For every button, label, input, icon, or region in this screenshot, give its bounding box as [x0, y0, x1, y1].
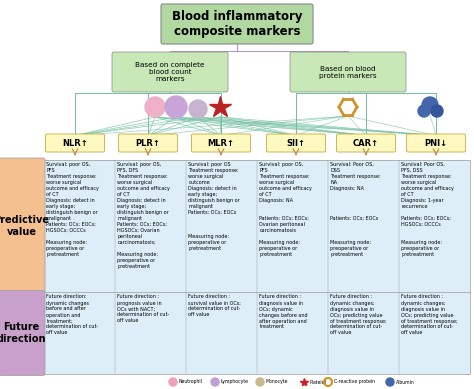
Text: Future direction:
dynamic changes
before and after
operation and
treatment;
dete: Future direction: dynamic changes before…	[46, 294, 99, 335]
Text: PNI↓: PNI↓	[424, 138, 447, 147]
Circle shape	[169, 378, 177, 386]
Text: C-reactive protein: C-reactive protein	[334, 380, 375, 384]
Text: Predictive
value: Predictive value	[0, 215, 49, 237]
Text: Neutrophil: Neutrophil	[179, 380, 203, 384]
Text: Future direction :
prognosis value in
OCs with NACT;
determination of cut-
off v: Future direction : prognosis value in OC…	[118, 294, 170, 324]
Text: Future direction :
dynamic changes;
diagnosis value in
OCs; predicting value
of : Future direction : dynamic changes; diag…	[330, 294, 387, 335]
Text: Survival: poor OS,
PFS
Treatment response:
worse surgical
outcome and efficacy
o: Survival: poor OS, PFS Treatment respons…	[259, 162, 312, 257]
Text: Future direction :
dynamic changes;
diagnosis value in
OCs; predicting value
of : Future direction : dynamic changes; diag…	[401, 294, 458, 335]
FancyBboxPatch shape	[191, 134, 250, 152]
Text: CAR↑: CAR↑	[353, 138, 379, 147]
Text: Survival: Poor OS,
DSS
Treatment response:
NA
Diagnosis: NA




Patients: OCs; E: Survival: Poor OS, DSS Treatment respons…	[330, 162, 381, 257]
Bar	[44, 159, 470, 292]
FancyBboxPatch shape	[0, 158, 45, 293]
Text: Future direction :
survival value in OCs;
determination of cut-
off value: Future direction : survival value in OCs…	[189, 294, 241, 317]
Text: Future
direction: Future direction	[0, 322, 46, 344]
Circle shape	[145, 97, 165, 117]
FancyBboxPatch shape	[112, 52, 228, 92]
Text: Albumin: Albumin	[396, 380, 415, 384]
Text: Based on blood
protein markers: Based on blood protein markers	[319, 65, 377, 79]
FancyBboxPatch shape	[266, 134, 326, 152]
FancyBboxPatch shape	[0, 291, 45, 375]
Circle shape	[418, 105, 430, 117]
Text: Survival: Poor OS,
PFS, DSS
Treatment response:
worse surgical
outcome and effic: Survival: Poor OS, PFS, DSS Treatment re…	[401, 162, 455, 257]
FancyBboxPatch shape	[337, 134, 395, 152]
Text: Survival: poor OS,
PFS, DFS
Treatment response:
worse surgical
outcome and effic: Survival: poor OS, PFS, DFS Treatment re…	[118, 162, 170, 269]
Text: Based on complete
blood count
markers: Based on complete blood count markers	[135, 62, 205, 82]
FancyBboxPatch shape	[161, 4, 313, 44]
Text: Survival: poor OS,
PFS
Treatment response:
worse surgical
outcome and efficacy
o: Survival: poor OS, PFS Treatment respons…	[46, 162, 100, 257]
Text: SII↑: SII↑	[286, 138, 306, 147]
Text: Platelet: Platelet	[310, 380, 327, 384]
Text: Lymphocyte: Lymphocyte	[221, 380, 249, 384]
Circle shape	[165, 96, 187, 118]
Circle shape	[189, 100, 207, 118]
Text: NLR↑: NLR↑	[62, 138, 88, 147]
Text: PLR↑: PLR↑	[136, 138, 160, 147]
FancyBboxPatch shape	[46, 134, 104, 152]
Bar	[44, 292, 470, 374]
Circle shape	[256, 378, 264, 386]
Text: Monocyte: Monocyte	[266, 380, 289, 384]
Circle shape	[211, 378, 219, 386]
Text: MLR↑: MLR↑	[208, 138, 235, 147]
Circle shape	[386, 378, 394, 386]
FancyBboxPatch shape	[407, 134, 465, 152]
FancyBboxPatch shape	[118, 134, 177, 152]
Text: Survival: poor OS
Treatment response:
worse surgical
outcome
Diagnosis: detect i: Survival: poor OS Treatment response: wo…	[189, 162, 240, 251]
Circle shape	[422, 97, 438, 113]
FancyBboxPatch shape	[290, 52, 406, 92]
Text: Future direction :
diagnosis value in
OCs; dynamic
changes before and
after oper: Future direction : diagnosis value in OC…	[259, 294, 308, 329]
Circle shape	[431, 105, 443, 117]
Text: Blood inflammatory
composite markers: Blood inflammatory composite markers	[172, 10, 302, 38]
Bar	[44, 159, 470, 374]
